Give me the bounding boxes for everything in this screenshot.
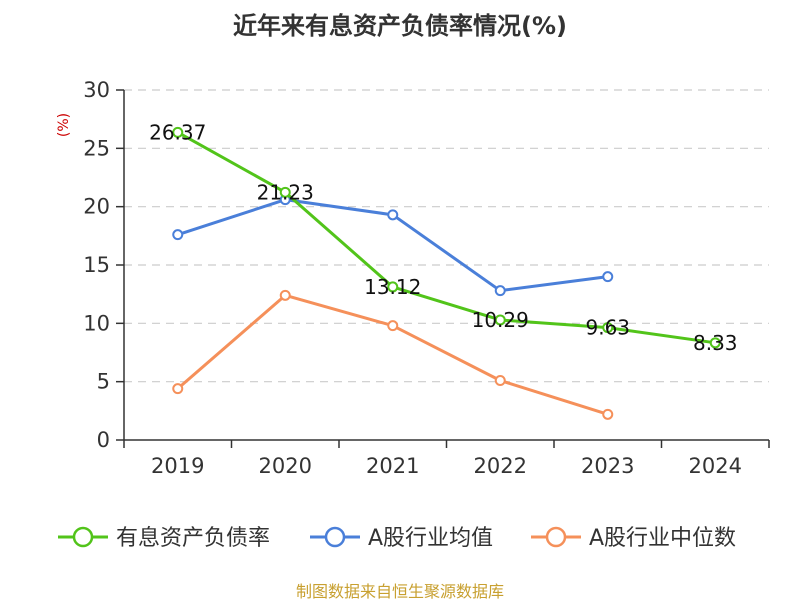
- data-label: 26.37: [149, 120, 206, 144]
- data-label: 13.12: [364, 275, 421, 299]
- gridlines: [124, 89, 769, 383]
- data-point: [279, 186, 291, 198]
- data-label: 21.23: [257, 180, 314, 204]
- y-tick-label: 25: [83, 136, 110, 160]
- series-line: [176, 293, 609, 416]
- data-label: 8.33: [693, 331, 738, 355]
- y-tick-label: 30: [83, 78, 110, 102]
- x-tick-label: 2022: [474, 454, 527, 478]
- y-tick-label: 0: [97, 428, 110, 452]
- data-point: [494, 285, 506, 297]
- data-point: [494, 375, 506, 386]
- y-tick-label: 10: [83, 311, 110, 335]
- x-tick-label: 2023: [581, 454, 634, 478]
- x-tick-label: 2019: [151, 454, 204, 478]
- data-labels: 26.37 21.23 13.12 10.29 9.63 8.33: [149, 120, 737, 354]
- data-point: [602, 322, 614, 334]
- legend: 有息资产负债率 A股行业均值 A股行业中位数: [58, 526, 736, 551]
- data-label: 9.63: [585, 316, 630, 340]
- data-point: [494, 314, 506, 326]
- legend-label: 有息资产负债率: [116, 526, 270, 551]
- chart-title: 近年来有息资产负债率情况(%): [233, 12, 567, 40]
- series-line: [177, 131, 716, 345]
- y-tick-label: 20: [83, 195, 110, 219]
- data-point: [172, 229, 184, 241]
- legend-marker-icon: [545, 526, 567, 548]
- y-tick-label: 5: [97, 370, 110, 394]
- data-point: [387, 320, 399, 332]
- legend-label: A股行业均值: [368, 526, 493, 551]
- legend-marker-icon: [72, 526, 94, 548]
- axes: 0 5 10 15 20 25 30 (%) 2019 2020 2021 2022 2023 2024: [56, 78, 770, 478]
- x-tick-label: 2021: [366, 454, 419, 478]
- data-point: [387, 281, 399, 293]
- y-tick-label: 15: [83, 253, 110, 277]
- data-point: [172, 383, 184, 395]
- data-point: [387, 209, 399, 221]
- series-lines: [172, 126, 721, 420]
- data-point: [279, 289, 291, 301]
- data-point: [602, 271, 614, 283]
- data-point: [709, 337, 721, 349]
- data-label: 10.29: [472, 308, 529, 332]
- source-note: 制图数据来自恒生聚源数据库: [295, 582, 504, 601]
- data-point: [172, 126, 184, 138]
- x-tick-label: 2020: [259, 454, 312, 478]
- x-tick-label: 2024: [689, 454, 742, 478]
- legend-marker-icon: [324, 526, 346, 548]
- y-axis-unit-label: (%): [56, 113, 72, 137]
- data-point: [602, 408, 614, 420]
- legend-label: A股行业中位数: [589, 526, 736, 551]
